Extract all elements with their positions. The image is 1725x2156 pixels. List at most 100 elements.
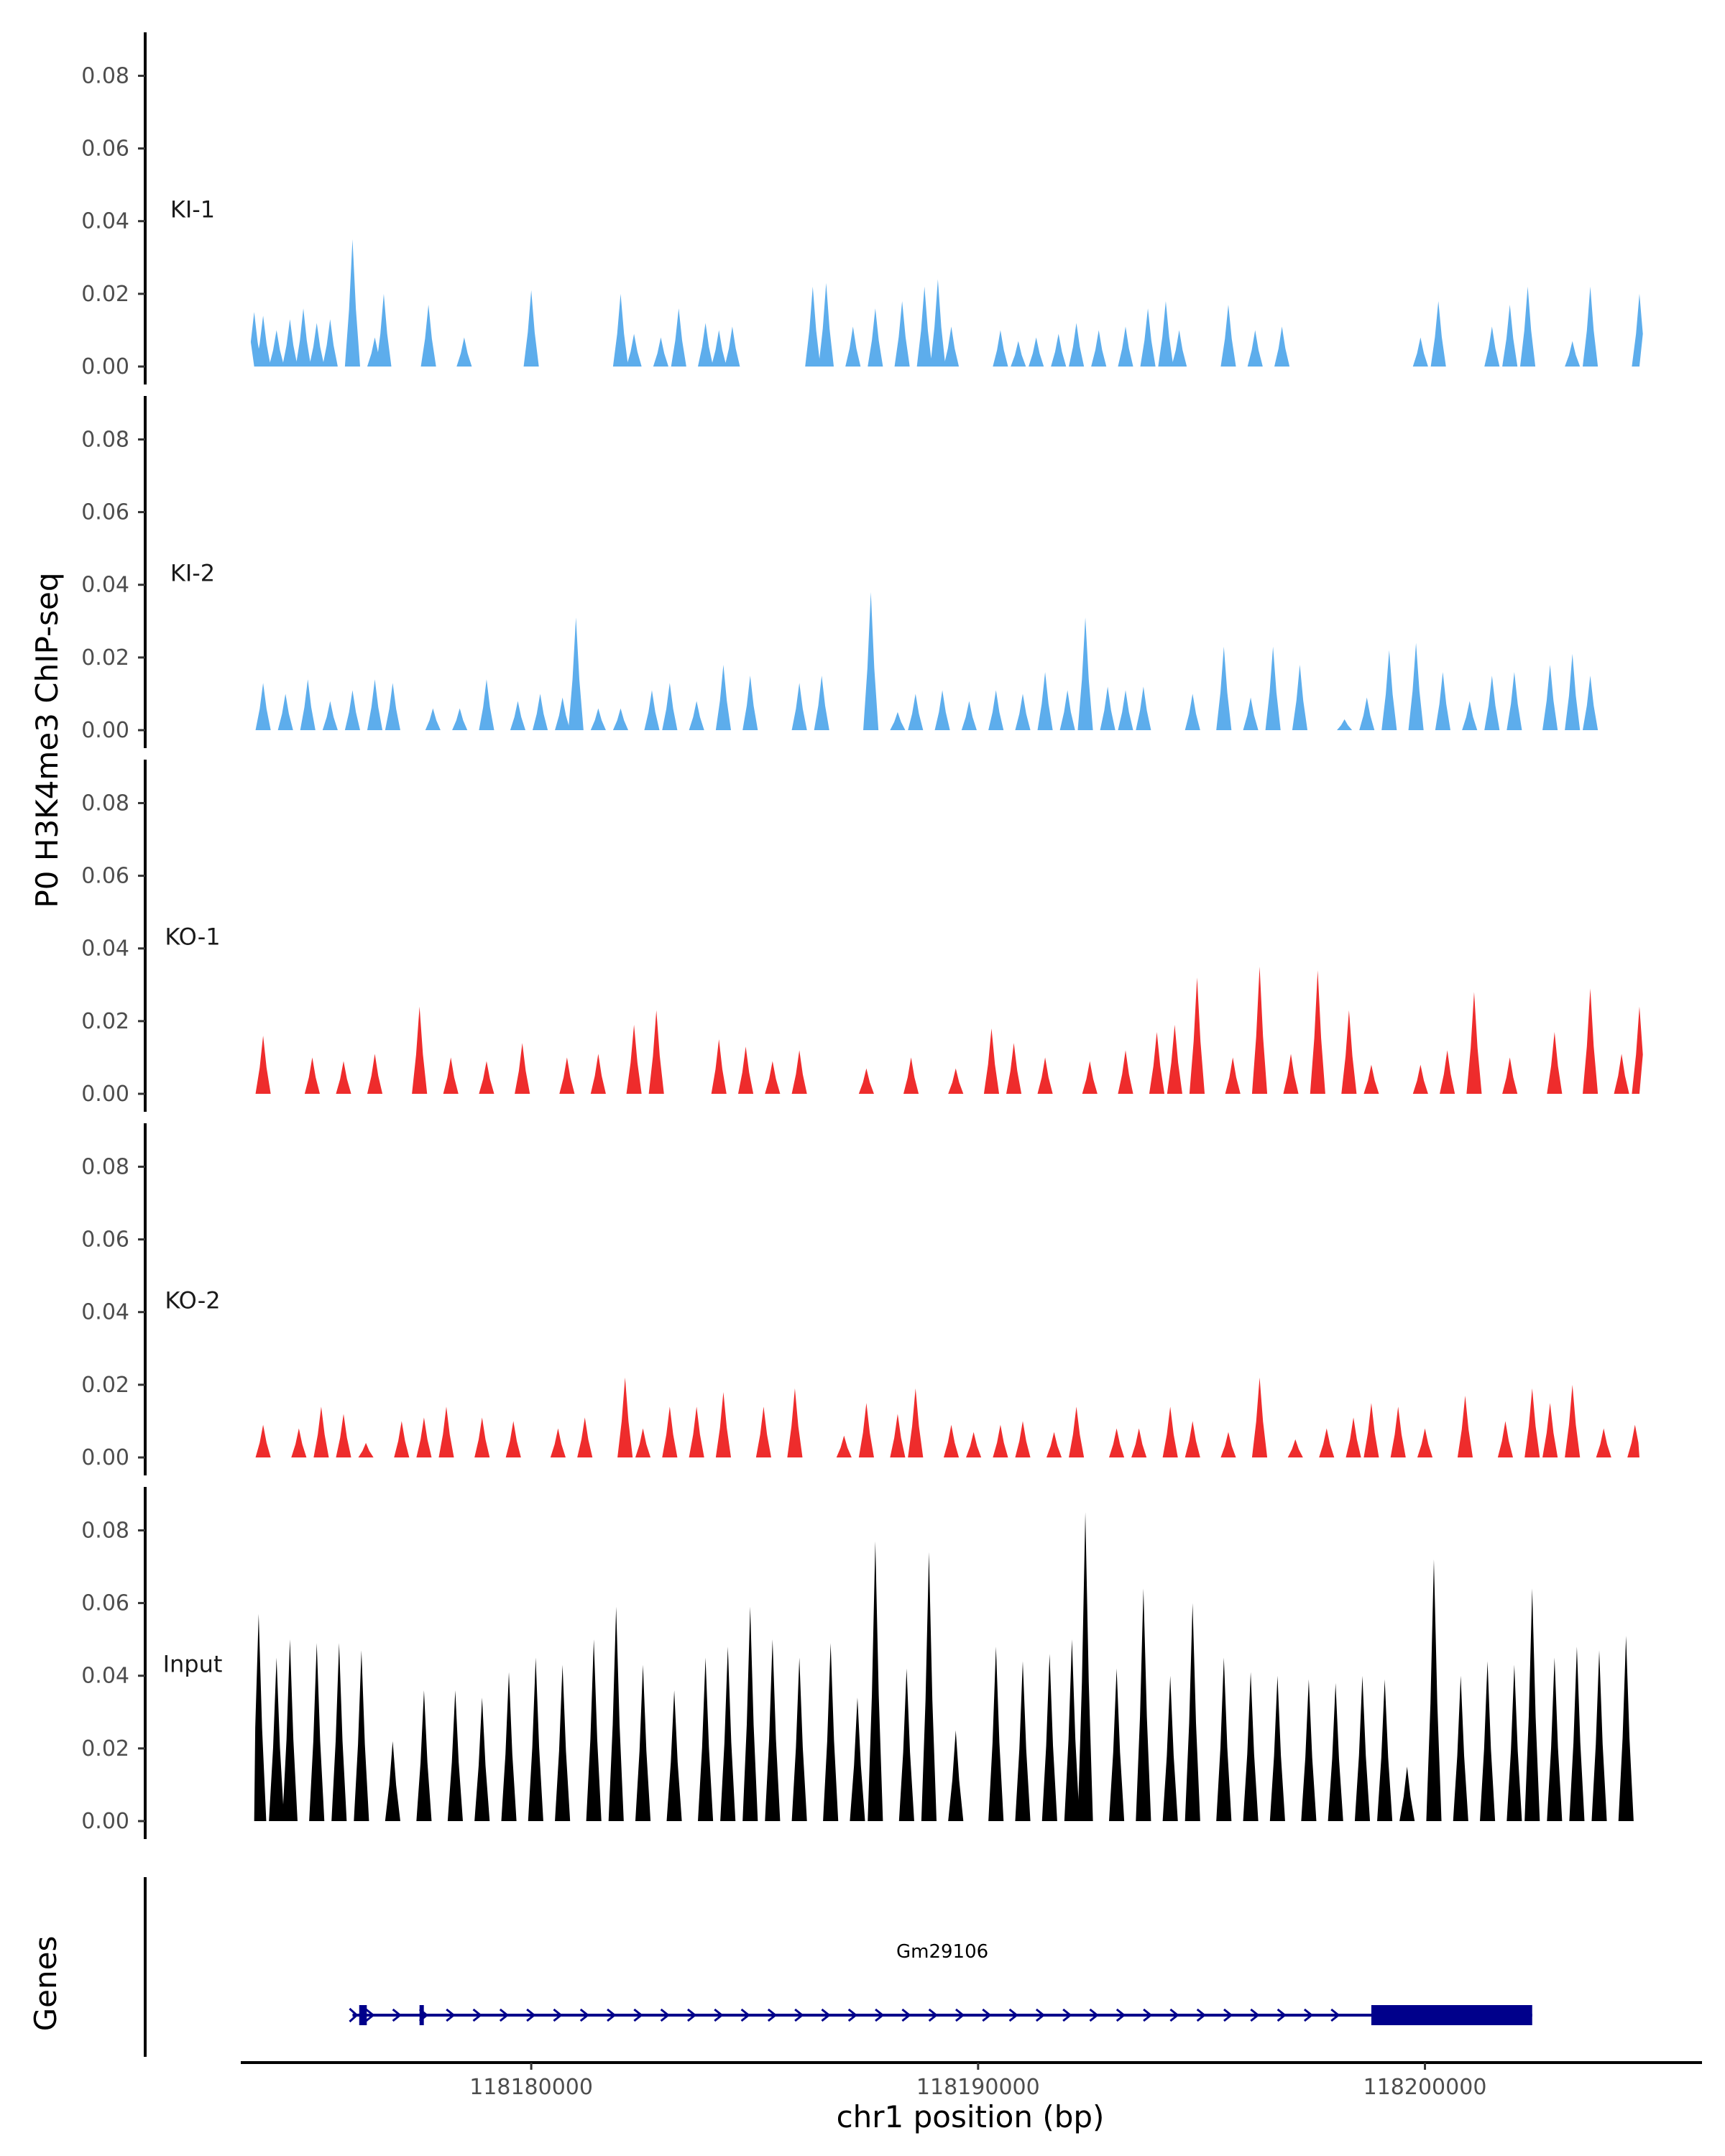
signal-peak <box>501 1672 517 1821</box>
signal-peak <box>1627 1424 1639 1457</box>
signal-peak <box>1440 1050 1455 1094</box>
signal-peak <box>644 690 660 730</box>
signal-peak <box>1069 323 1085 367</box>
strand-arrow-icon <box>1143 2008 1153 2022</box>
signal-peak <box>858 1068 874 1094</box>
signal-peak <box>1547 1657 1563 1821</box>
signal-peak <box>626 1024 642 1094</box>
y-tick-label: 0.08 <box>81 1518 129 1543</box>
strand-arrow-icon <box>955 2008 965 2022</box>
strand-arrow-icon <box>526 2008 536 2022</box>
signal-peak <box>1172 330 1187 367</box>
y-tick-label: 0.02 <box>81 1009 129 1034</box>
signal-peak <box>1502 305 1518 367</box>
strand-arrow-icon <box>740 2008 750 2022</box>
signal-peak <box>1077 1512 1093 1821</box>
signal-peak <box>1319 1428 1335 1457</box>
strand-arrow-icon <box>365 2008 375 2022</box>
y-tick-label: 0.02 <box>81 1736 129 1761</box>
y-tick-label: 0.04 <box>81 1300 129 1325</box>
strand-arrow-icon <box>1008 2008 1018 2022</box>
y-tick-label: 0.02 <box>81 645 129 671</box>
signal-peak <box>1519 286 1536 367</box>
signal-peak <box>1184 1603 1200 1821</box>
signal-peak <box>765 1639 781 1821</box>
signal-peak <box>1011 341 1026 367</box>
signal-peak <box>1591 1650 1607 1821</box>
y-tick-label: 0.00 <box>81 1445 129 1470</box>
signal-peak <box>1632 293 1643 367</box>
signal-peak <box>1354 1675 1371 1821</box>
signal-peak <box>1251 1377 1268 1457</box>
signal-peak <box>1037 1057 1053 1094</box>
signal-peak <box>1006 1043 1022 1094</box>
strand-arrow-icon <box>714 2008 724 2022</box>
strand-arrow-icon <box>1062 2008 1072 2022</box>
strand-arrow-icon <box>982 2008 992 2022</box>
signal-peak <box>282 1639 298 1821</box>
signal-peak <box>1274 326 1290 367</box>
strand-arrow-icon <box>660 2008 671 2022</box>
signal-peak <box>1220 305 1236 367</box>
signal-peak <box>1292 664 1308 730</box>
signal-peak <box>1077 617 1093 730</box>
signal-peak <box>1015 1661 1031 1821</box>
signal-peak <box>255 1036 271 1094</box>
signal-peak <box>890 711 906 730</box>
signal-peak <box>715 664 732 730</box>
signal-peak <box>1136 1588 1151 1821</box>
signal-peak <box>1462 701 1478 730</box>
signal-peak <box>559 1057 575 1094</box>
strand-arrow-icon <box>553 2008 563 2022</box>
signal-peak <box>662 683 678 730</box>
signal-peak <box>590 1054 606 1094</box>
signal-peak <box>612 708 629 730</box>
signal-peak <box>868 308 883 367</box>
signal-peak <box>255 1424 271 1457</box>
signal-peak <box>903 1057 919 1094</box>
signal-peak <box>724 326 740 367</box>
signal-peak <box>1524 1588 1540 1821</box>
signal-peak <box>1247 330 1263 367</box>
signal-peak <box>376 293 392 367</box>
signal-peak <box>1417 1428 1433 1457</box>
strand-arrow-icon <box>875 2008 885 2022</box>
signal-peak <box>1484 676 1500 730</box>
gene-cds-block <box>1371 2005 1532 2025</box>
signal-peak <box>568 617 584 730</box>
signal-peak <box>336 1414 351 1457</box>
y-tick-label: 0.04 <box>81 1664 129 1689</box>
signal-peak <box>1243 1672 1259 1821</box>
signal-peak <box>755 1406 771 1457</box>
signal-peak <box>300 679 316 730</box>
signal-peak <box>550 1428 566 1457</box>
genes-panel: Gm29106 <box>144 1877 1532 2057</box>
signal-peak <box>586 1639 602 1821</box>
signal-peak <box>1480 1661 1496 1821</box>
signal-peak <box>698 1657 714 1821</box>
signal-peak <box>336 1061 351 1094</box>
signal-peak <box>791 683 807 730</box>
y-tick-label: 0.04 <box>81 209 129 234</box>
signal-peak <box>1225 1057 1241 1094</box>
signal-peak <box>845 326 861 367</box>
signal-peak <box>737 1046 754 1094</box>
signal-peak <box>1524 1388 1540 1457</box>
signal-peak <box>1506 672 1522 730</box>
signal-peak <box>1412 1064 1428 1094</box>
signal-peak <box>555 1664 571 1821</box>
y-tick-label: 0.06 <box>81 864 129 889</box>
signal-peak <box>1614 1054 1629 1094</box>
signal-peak <box>898 1668 914 1821</box>
signal-peak <box>1069 1406 1085 1457</box>
y-tick-label: 0.08 <box>81 427 129 452</box>
signal-peak <box>331 1643 347 1821</box>
signal-peak <box>309 323 325 367</box>
signal-peak <box>863 591 879 730</box>
signal-peak <box>742 676 758 730</box>
strand-arrow-icon <box>1116 2008 1126 2022</box>
signal-peak <box>385 683 400 730</box>
signal-peak <box>358 1442 374 1457</box>
track-label: KI-2 <box>170 560 215 587</box>
